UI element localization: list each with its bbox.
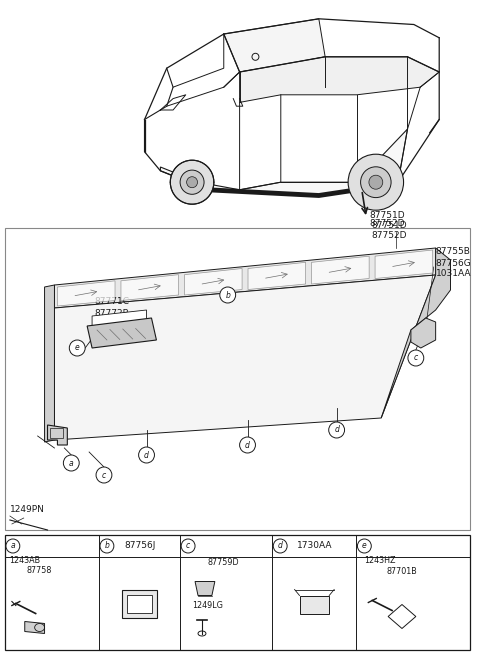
Text: 87771C: 87771C: [94, 298, 129, 306]
Polygon shape: [25, 621, 45, 634]
Text: 1249PN: 1249PN: [10, 506, 45, 514]
Text: d: d: [334, 426, 339, 434]
Text: 87772B: 87772B: [94, 308, 129, 318]
Circle shape: [139, 447, 155, 463]
Bar: [127, 594, 153, 613]
Polygon shape: [248, 262, 306, 289]
Circle shape: [187, 176, 198, 188]
Polygon shape: [184, 268, 242, 295]
Text: c: c: [102, 470, 106, 480]
Text: b: b: [225, 291, 230, 300]
Bar: [5, 228, 470, 530]
Text: 87701B: 87701B: [386, 567, 417, 576]
Polygon shape: [312, 256, 369, 284]
Text: e: e: [75, 344, 80, 352]
Bar: [5, 535, 470, 650]
Text: 1249LG: 1249LG: [192, 600, 223, 609]
Circle shape: [369, 175, 383, 189]
Circle shape: [170, 160, 214, 204]
Circle shape: [220, 287, 236, 303]
Text: 87755B: 87755B: [436, 247, 470, 256]
Polygon shape: [375, 250, 432, 279]
Text: 1243HZ: 1243HZ: [364, 556, 396, 565]
Circle shape: [273, 539, 287, 553]
Circle shape: [181, 539, 195, 553]
Polygon shape: [121, 275, 179, 300]
Bar: [49, 428, 63, 438]
Bar: [300, 596, 329, 613]
Circle shape: [358, 539, 372, 553]
Text: a: a: [69, 459, 73, 468]
Text: 87756G: 87756G: [436, 258, 471, 268]
Text: c: c: [414, 354, 418, 363]
Polygon shape: [240, 57, 439, 102]
Circle shape: [6, 539, 20, 553]
Polygon shape: [224, 19, 325, 72]
Text: 1031AA: 1031AA: [436, 270, 471, 279]
Text: c: c: [186, 541, 190, 550]
Text: 87752D: 87752D: [369, 220, 405, 228]
Circle shape: [408, 350, 424, 366]
Polygon shape: [48, 425, 67, 445]
Circle shape: [96, 467, 112, 483]
Text: 87752D: 87752D: [372, 230, 407, 239]
Text: 87756J: 87756J: [124, 541, 156, 550]
Text: d: d: [278, 541, 283, 550]
Text: a: a: [11, 541, 15, 550]
Bar: [122, 590, 157, 617]
Circle shape: [329, 422, 345, 438]
Circle shape: [69, 340, 85, 356]
Text: e: e: [362, 541, 367, 550]
Circle shape: [63, 455, 79, 471]
Text: d: d: [144, 451, 149, 459]
Text: 87751D: 87751D: [372, 222, 407, 230]
Text: 87751D: 87751D: [369, 211, 405, 220]
Polygon shape: [195, 581, 215, 596]
Polygon shape: [54, 248, 436, 308]
Polygon shape: [54, 275, 436, 440]
Polygon shape: [58, 281, 115, 306]
Text: d: d: [245, 440, 250, 449]
Polygon shape: [92, 310, 146, 326]
Circle shape: [100, 539, 114, 553]
Text: 87759D: 87759D: [208, 558, 240, 567]
Text: 1730AA: 1730AA: [297, 541, 332, 550]
Text: 87758: 87758: [27, 566, 52, 575]
Polygon shape: [160, 129, 408, 195]
Text: b: b: [105, 541, 109, 550]
Circle shape: [180, 170, 204, 194]
Text: 1243AB: 1243AB: [9, 556, 40, 565]
Polygon shape: [87, 318, 156, 348]
Circle shape: [240, 437, 255, 453]
Polygon shape: [411, 318, 436, 348]
Polygon shape: [45, 285, 54, 442]
Circle shape: [360, 167, 391, 197]
Polygon shape: [381, 248, 451, 418]
Circle shape: [348, 154, 404, 210]
